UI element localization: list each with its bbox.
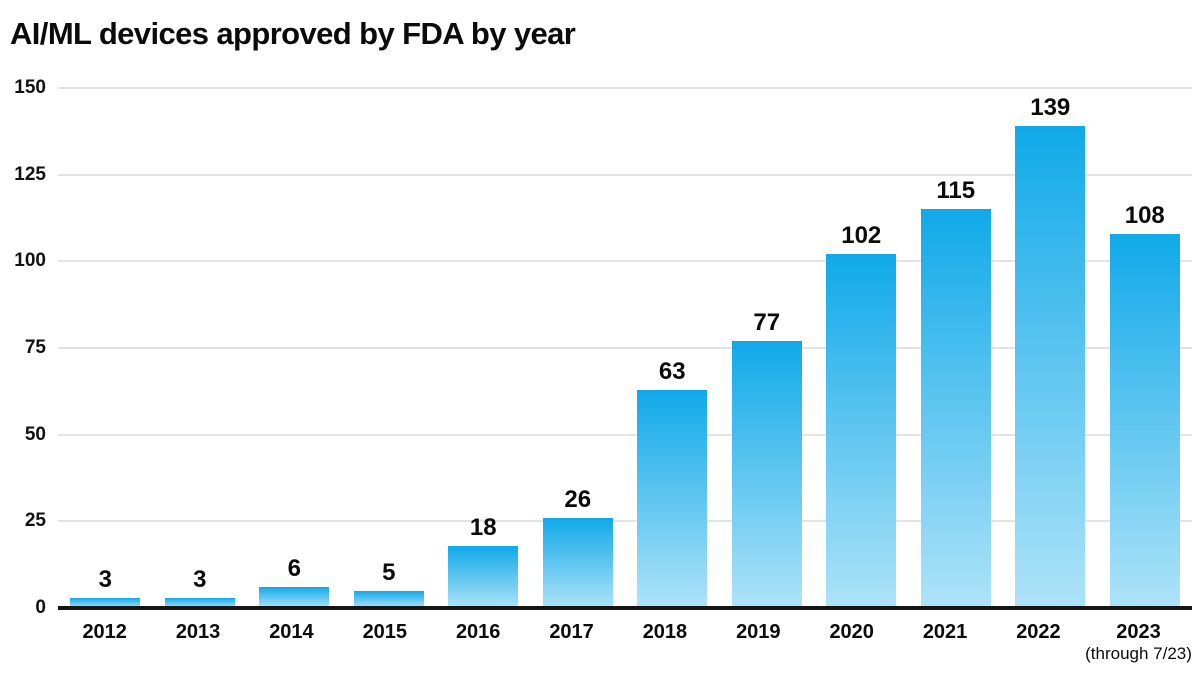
- y-tick-label: 25: [24, 510, 46, 532]
- bar-2018: [637, 389, 708, 608]
- x-tick-label: 2015: [362, 621, 408, 643]
- bar-slot: 102: [814, 88, 909, 608]
- x-label-slot: 2018: [618, 620, 711, 664]
- bar-value-label: 26: [564, 485, 592, 513]
- gridline: [58, 173, 1192, 176]
- y-axis: 0 25 50 75 100 125 150: [0, 77, 46, 618]
- bar-2014: [259, 587, 330, 608]
- x-tick-label: 2017: [549, 621, 594, 643]
- gridline: [58, 520, 1192, 523]
- bar-2013: [164, 597, 235, 608]
- x-tick-note: (through 7/23): [1085, 644, 1192, 663]
- chart-title: AI/ML devices approved by FDA by year: [10, 16, 576, 51]
- x-label-slot: 2022: [992, 620, 1085, 664]
- x-label-slot: 2019: [712, 620, 805, 664]
- bar-2021: [920, 209, 991, 608]
- gridline: [58, 260, 1192, 263]
- y-tick-label: 0: [35, 597, 46, 618]
- bar-slot: 3: [153, 88, 248, 608]
- bar-value-label: 63: [658, 357, 686, 385]
- x-tick-label: 2013: [175, 621, 221, 643]
- bar-2015: [353, 590, 424, 608]
- gridline: [58, 347, 1192, 349]
- bar-2020: [826, 254, 897, 608]
- bar-slot: 63: [625, 88, 720, 608]
- bar-slot: 77: [720, 88, 815, 608]
- x-tick-label: 2016: [455, 621, 501, 643]
- bar-slot: 108: [1098, 88, 1193, 608]
- bar-2019: [731, 341, 802, 608]
- bar-slot: 115: [909, 88, 1004, 608]
- bar-2023: [1109, 233, 1180, 608]
- y-tick-label: 75: [24, 337, 46, 358]
- y-tick-label: 100: [14, 250, 46, 272]
- x-label-slot: 2014: [245, 620, 338, 664]
- x-label-slot: 2017: [525, 620, 618, 664]
- x-label-slot: 2012: [58, 620, 151, 664]
- bar-value-label: 115: [936, 177, 976, 205]
- x-tick-label: 2021: [922, 621, 968, 643]
- x-label-slot: 2023 (through 7/23): [1085, 620, 1192, 664]
- bar-2016: [448, 545, 519, 608]
- x-axis-line: [58, 606, 1192, 610]
- y-tick-label: 50: [24, 423, 46, 445]
- bar-value-label: 6: [287, 555, 301, 583]
- bar-slot: 26: [531, 88, 626, 608]
- x-tick-label: 2020: [829, 621, 874, 643]
- x-label-slot: 2013: [151, 620, 244, 664]
- bar-slot: 18: [436, 88, 531, 608]
- y-tick-label: 150: [14, 77, 46, 98]
- bar-value-label: 102: [841, 222, 882, 250]
- bar-2022: [1015, 126, 1086, 608]
- y-tick-label: 125: [14, 163, 46, 185]
- bar-slot: 139: [1003, 88, 1098, 608]
- x-label-slot: 2021: [898, 620, 991, 664]
- gridline: [58, 433, 1192, 436]
- x-tick-label: 2022: [1016, 621, 1061, 643]
- x-tick-label: 2014: [269, 621, 314, 643]
- bar-slot: 6: [247, 88, 342, 608]
- x-label-slot: 2016: [432, 620, 525, 664]
- bar-value-label: 3: [98, 565, 112, 593]
- bar-slot: 3: [58, 88, 153, 608]
- x-tick-label: 2023: [1116, 621, 1161, 643]
- bars-container: 3 3 6 5 18 26 63 77 102 115 139 108: [58, 88, 1192, 608]
- gridline: [58, 87, 1192, 89]
- bar-2017: [542, 517, 613, 608]
- x-label-slot: 2020: [805, 620, 898, 664]
- bar-value-label: 5: [382, 558, 396, 586]
- bar-value-label: 3: [193, 565, 207, 593]
- bar-value-label: 77: [753, 309, 781, 337]
- x-tick-label: 2018: [642, 621, 688, 643]
- x-axis-labels: 2012 2013 2014 2015 2016 2017 2018 2019 2020 2021…: [58, 620, 1192, 664]
- bar-value-label: 108: [1124, 201, 1165, 229]
- x-tick-label: 2019: [736, 621, 781, 643]
- bar-value-label: 139: [1030, 94, 1071, 122]
- x-tick-label: 2012: [82, 621, 127, 643]
- x-label-slot: 2015: [338, 620, 431, 664]
- plot-area: 3 3 6 5 18 26 63 77 102 115 139 108: [58, 87, 1192, 608]
- bar-2012: [70, 597, 141, 608]
- bar-slot: 5: [342, 88, 437, 608]
- bar-value-label: 18: [469, 513, 497, 541]
